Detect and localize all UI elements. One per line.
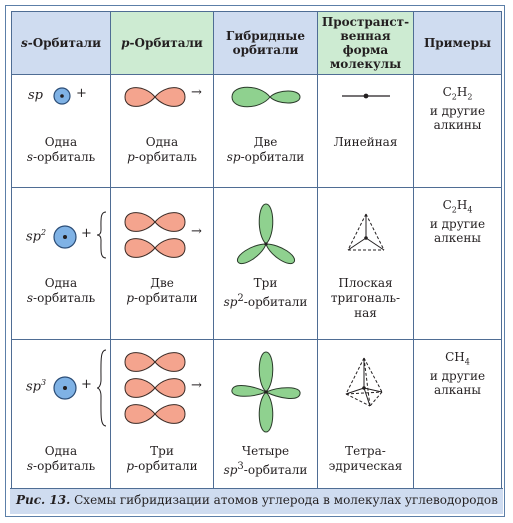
- s-orbital-icon: [53, 376, 77, 400]
- header-molecule-shape: Пространст-венная форма молекулы: [317, 11, 414, 75]
- plus-sign: +: [81, 377, 92, 392]
- s-orbital-icon: [53, 225, 77, 249]
- s-orbital-label: Одна s-орбиталь: [26, 444, 96, 473]
- header-hybrid-orbitals: Гибридные орбитали: [213, 11, 318, 75]
- p-orbitals-icon: [124, 212, 186, 258]
- molecule-shape-cell: Линейная: [317, 74, 414, 188]
- header-p-orbitals: p-Орбитали: [110, 11, 214, 75]
- left-brace-icon: [96, 211, 107, 259]
- examples-cell: C2H2 и другие алкины: [413, 74, 502, 188]
- p-orbital-cell: → Две p-орбитали: [110, 187, 214, 340]
- hybrid-symbol: sp2: [26, 228, 47, 245]
- table-row: sp2 + Одна s-орбиталь → Две p-орбитали: [11, 187, 502, 340]
- molecule-shape-label: Тетра-эдрическая: [328, 444, 403, 473]
- example-text: CH4 и другие алканы: [429, 350, 486, 398]
- sp2-hybrid-orbitals-icon: [236, 203, 296, 264]
- s-orbital-label: Одна s-орбиталь: [26, 276, 96, 305]
- hybrid-symbol: sp: [28, 88, 43, 103]
- arrow-icon: →: [191, 85, 202, 100]
- s-orbital-icon: [53, 87, 71, 105]
- hybrid-orbital-label: Четыре sp3-орбитали: [223, 444, 308, 477]
- p-orbital-label: Три p-орбитали: [126, 444, 198, 473]
- trigonal-planar-shape-icon: [347, 213, 385, 251]
- examples-cell: C2H4 и другие алкены: [413, 187, 502, 340]
- sp3-hybrid-orbitals-icon: [231, 351, 301, 433]
- hybrid-orbital-label: Три sp2-орбитали: [223, 276, 308, 309]
- linear-shape-icon: [342, 93, 390, 99]
- figure-caption: Рис. 13. Схемы гибридизации атомов углер…: [10, 488, 503, 514]
- figure-number: Рис. 13.: [16, 493, 71, 507]
- tetrahedral-shape-icon: [345, 357, 383, 407]
- table-row: sp + Одна s-орбиталь → Одна p-орбиталь Две…: [11, 74, 502, 188]
- header-examples: Примеры: [413, 11, 502, 75]
- p-orbital-cell: → Три p-орбитали: [110, 339, 214, 495]
- s-orbital-cell: sp + Одна s-орбиталь: [11, 74, 111, 188]
- p-orbitals-icon: [124, 352, 186, 424]
- molecule-shape-cell: Плоская тригональ-ная: [317, 187, 414, 340]
- examples-cell: CH4 и другие алканы: [413, 339, 502, 495]
- hybrid-orbital-cell: Три sp2-орбитали: [213, 187, 318, 340]
- arrow-icon: →: [191, 378, 202, 393]
- header-s-orbitals: s-Орбитали: [11, 11, 111, 75]
- molecule-shape-label: Линейная: [333, 135, 398, 149]
- p-orbital-cell: → Одна p-орбиталь: [110, 74, 214, 188]
- plus-sign: +: [76, 86, 87, 101]
- hybrid-orbital-cell: Две sp-орбитали: [213, 74, 318, 188]
- example-text: C2H2 и другие алкины: [429, 85, 486, 133]
- s-orbital-cell: sp3 + Одна s-орбиталь: [11, 339, 111, 495]
- arrow-icon: →: [191, 224, 202, 239]
- s-orbital-cell: sp2 + Одна s-орбиталь: [11, 187, 111, 340]
- hybrid-symbol: sp3: [26, 378, 47, 395]
- caption-text: Схемы гибридизации атомов углерода в мол…: [74, 493, 498, 507]
- hybrid-orbital-label: Две sp-орбитали: [226, 135, 305, 164]
- p-orbital-icon: [124, 87, 186, 107]
- molecule-shape-cell: Тетра-эдрическая: [317, 339, 414, 495]
- example-text: C2H4 и другие алкены: [429, 198, 486, 246]
- p-orbital-label: Две p-орбитали: [126, 276, 198, 305]
- s-orbital-label: Одна s-орбиталь: [26, 135, 96, 164]
- molecule-shape-label: Плоская тригональ-ная: [330, 276, 401, 320]
- sp-hybrid-orbital-icon: [231, 86, 301, 108]
- left-brace-icon: [96, 349, 107, 427]
- hybrid-orbital-cell: Четыре sp3-орбитали: [213, 339, 318, 495]
- table-row: sp3 + Одна s-орбиталь → Три p-орбитали: [11, 339, 502, 495]
- hybridization-table: s-Орбитали p-Орбитали Гибридные орбитали …: [11, 11, 502, 495]
- p-orbital-label: Одна p-орбиталь: [127, 135, 197, 164]
- plus-sign: +: [81, 226, 92, 241]
